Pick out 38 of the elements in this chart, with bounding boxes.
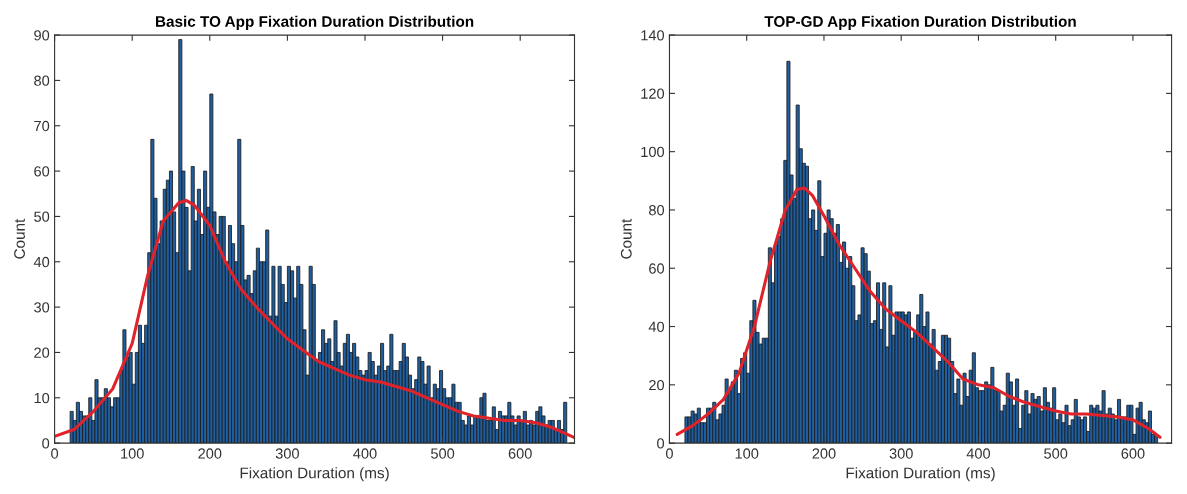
y-tick-label: 90 [34,30,50,41]
x-tick-label: 400 [353,448,377,459]
y-tick-label: 20 [649,379,665,391]
y-tick-label: 60 [34,166,50,177]
y-tick-label: 0 [42,438,50,449]
x-tick-label: 200 [198,448,222,459]
y-axis-title: Count [14,218,25,259]
x-tick-label: 600 [508,448,532,459]
y-tick-label: 80 [649,205,665,216]
y-tick-label: 140 [641,30,665,41]
y-axis-title: Count [620,218,632,259]
y-tick-label: 80 [34,75,50,86]
x-tick-label: 0 [665,448,673,459]
x-tick-label: 200 [812,448,836,459]
y-tick-label: 60 [649,263,665,274]
x-tick-label: 500 [1044,448,1068,459]
y-tick-label: 10 [34,392,50,404]
y-tick-label: 40 [33,256,50,268]
x-tick-label: 400 [966,448,991,459]
x-tick-label: 300 [275,448,299,459]
x-tick-label: 500 [431,448,455,459]
x-tick-label: 0 [51,448,59,459]
x-tick-label: 300 [889,448,913,459]
chart-title: TOP-GD App Fixation Duration Distribution [764,15,1076,30]
x-tick-label: 600 [1121,448,1145,459]
y-tick-label: 120 [641,88,665,99]
y-tick-label: 40 [648,321,665,332]
y-tick-label: 30 [34,302,50,313]
y-tick-label: 20 [34,347,50,358]
x-tick-label: 100 [735,448,759,459]
y-tick-label: 70 [34,120,50,132]
y-tick-label: 0 [657,438,665,449]
x-tick-label: 100 [121,448,144,459]
chart-title: Basic TO App Fixation Duration Distribution [156,15,474,30]
x-axis-title: Fixation Duration (ms) [240,467,389,482]
y-tick-label: 100 [641,146,665,158]
x-axis-title: Fixation Duration (ms) [846,467,995,482]
y-tick-label: 50 [34,211,50,222]
